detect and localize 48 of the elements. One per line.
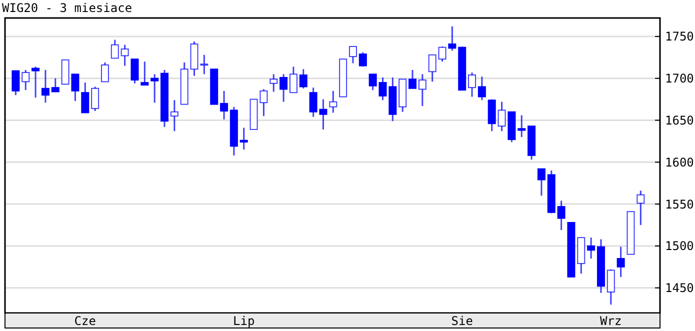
candlestick [289,66,298,94]
candlestick [299,68,308,90]
candlestick [100,62,109,82]
y-tick-label: 1700 [665,72,694,86]
candlestick [280,73,288,103]
candlestick [557,200,566,231]
candlestick [418,73,426,107]
candlestick [408,69,416,90]
candlestick [170,99,178,132]
x-tick-label: Sie [451,314,473,328]
y-tick-label: 1550 [665,197,694,212]
candlestick [606,268,615,306]
candlestick [348,46,357,64]
candlestick [468,72,476,98]
candlestick [110,39,119,59]
candlestick [41,69,50,104]
candlestick [428,54,436,82]
candlestick [81,82,90,114]
candlestick [140,60,149,86]
candlestick [150,73,159,104]
y-tick-label: 1600 [665,155,694,170]
candlestick [220,90,228,120]
candlestick [488,98,496,132]
chart-title: WIG20 - 3 miesiace [2,1,132,15]
candlestick [518,114,526,138]
candlestick [12,70,20,96]
candlestick [51,78,60,92]
candlestick [240,127,248,150]
candlestick [22,69,30,91]
candlestick [130,58,139,84]
candlestick [587,236,596,260]
candlestick [537,168,546,196]
candlestick [270,73,278,92]
x-tick-label: Wrz [600,314,622,328]
y-tick-label: 1650 [665,113,694,128]
y-tick-label: 1500 [665,239,694,254]
x-tick-label: Cze [74,314,96,328]
candlestick [478,76,486,101]
candlestick [120,44,129,67]
candlestick [636,190,645,226]
candlestick [616,246,625,278]
x-tick-label: Lip [233,314,255,328]
y-tick-label: 1750 [665,30,694,44]
candlestick [32,66,40,98]
candlestick [91,86,100,112]
candlestick [358,52,367,68]
y-tick-label: 1450 [665,281,694,296]
candlestick [329,90,338,114]
